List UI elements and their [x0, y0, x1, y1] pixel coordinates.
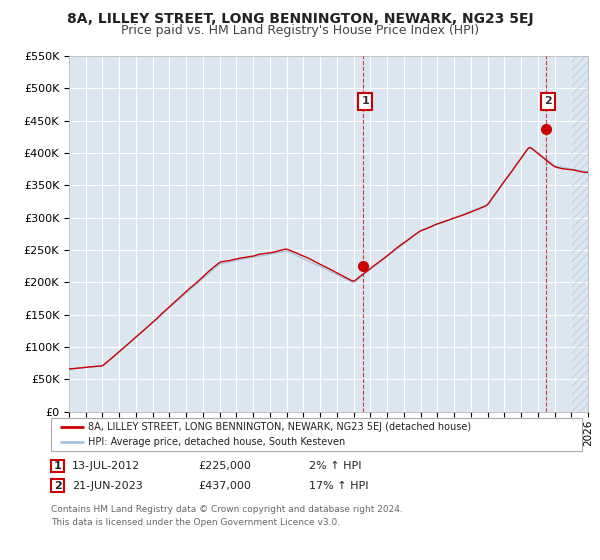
Text: 2: 2 [544, 96, 552, 106]
Text: 2: 2 [54, 480, 61, 491]
Text: 8A, LILLEY STREET, LONG BENNINGTON, NEWARK, NG23 5EJ: 8A, LILLEY STREET, LONG BENNINGTON, NEWA… [67, 12, 533, 26]
Text: Contains HM Land Registry data © Crown copyright and database right 2024.
This d: Contains HM Land Registry data © Crown c… [51, 505, 403, 526]
Text: 8A, LILLEY STREET, LONG BENNINGTON, NEWARK, NG23 5EJ (detached house): 8A, LILLEY STREET, LONG BENNINGTON, NEWA… [88, 422, 472, 432]
Text: 21-JUN-2023: 21-JUN-2023 [72, 480, 143, 491]
Text: 1: 1 [54, 461, 61, 471]
Text: £225,000: £225,000 [198, 461, 251, 471]
Text: 13-JUL-2012: 13-JUL-2012 [72, 461, 140, 471]
Text: HPI: Average price, detached house, South Kesteven: HPI: Average price, detached house, Sout… [88, 437, 346, 447]
Text: 1: 1 [361, 96, 369, 106]
Text: £437,000: £437,000 [198, 480, 251, 491]
Text: 2% ↑ HPI: 2% ↑ HPI [309, 461, 361, 471]
Text: Price paid vs. HM Land Registry's House Price Index (HPI): Price paid vs. HM Land Registry's House … [121, 24, 479, 37]
Text: 17% ↑ HPI: 17% ↑ HPI [309, 480, 368, 491]
